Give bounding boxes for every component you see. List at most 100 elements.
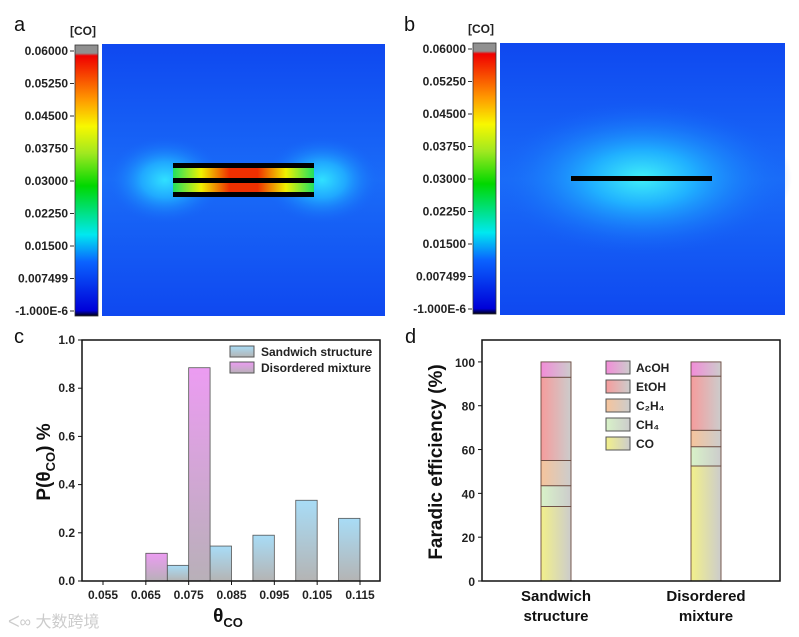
x-tick-label: 0.095 (259, 588, 289, 602)
legend-swatch (605, 398, 631, 413)
panel-a: a [CO] 0.06000 0.05250 0.04500 0.03750 0.030… (14, 14, 385, 318)
legend-label: Sandwich structure (261, 345, 373, 359)
x-tick-label: 0.115 (345, 588, 375, 602)
bar-sandwich-structure (338, 517, 361, 582)
histogram-plot: 0.0 0.2 0.4 0.6 0.8 1.0 0.055 0.065 0.075 0.085 0.… (58, 333, 381, 602)
bar-disordered-mixture (188, 367, 211, 582)
x-tick-label: 0.075 (174, 588, 204, 602)
y-axis-label: Faradic efficiency (%) (426, 364, 447, 559)
stacked-bar-plot: Sandwich structure Disordered mixture 0 20 40 6… (455, 339, 781, 625)
plot-frame (481, 339, 781, 582)
legend-label: CH₄ (636, 418, 659, 432)
bar-segment-co (540, 506, 572, 582)
legend-label: EtOH (636, 380, 666, 394)
field-glow-left (105, 135, 225, 225)
y-tick-label: 60 (462, 444, 476, 458)
colorbar-tick-label: 0.04500 (25, 109, 69, 123)
bar-sandwich-structure (209, 545, 232, 582)
colorbar-tick-label: 0.02250 (423, 205, 467, 219)
plot-frame (81, 339, 381, 582)
x-tick-label: 0.055 (88, 588, 118, 602)
y-tick-label: 0.2 (58, 526, 75, 540)
y-tick-label: 100 (455, 356, 475, 370)
bar-segment-acoh (540, 361, 572, 378)
category-label: Sandwich (521, 588, 591, 605)
colorbar-label: [CO] (468, 22, 494, 36)
y-axis-label: P(θCO) % (34, 423, 58, 500)
colorbar (74, 44, 99, 317)
legend-label: Disordered mixture (261, 361, 371, 375)
bar-segment-etoh (690, 375, 722, 431)
colorbar-ticks: 0.06000 0.05250 0.04500 0.03750 0.03000 0.022… (15, 44, 74, 318)
y-tick-label: 0.0 (58, 574, 75, 588)
colorbar-tick-label: 0.06000 (25, 44, 69, 58)
category-label: Disordered (666, 588, 745, 605)
colorbar-tick-label: 0.05250 (25, 77, 69, 91)
legend-swatch (605, 360, 631, 375)
colorbar-tick-label: -1.000E-6 (15, 304, 68, 318)
bar-segment-c₂h₄ (690, 429, 722, 448)
colorbar-tick-label: 0.04500 (423, 107, 467, 121)
colorbar-tick-label: 0.02250 (25, 207, 69, 221)
watermark: ᐸ∞ 大数跨境 (8, 612, 100, 631)
y-tick-label: 40 (462, 487, 476, 501)
bar-segment-acoh (690, 361, 722, 377)
colorbar-tick-label: 0.05250 (423, 75, 467, 89)
bar-segment-co (690, 465, 722, 582)
bar-sandwich-structure (252, 534, 275, 582)
colorbar-tick-label: 0.007499 (416, 270, 466, 284)
colorbar-tick-label: 0.03750 (25, 142, 69, 156)
colorbar-tick-label: 0.03750 (423, 140, 467, 154)
colorbar-tick-label: 0.06000 (423, 42, 467, 56)
y-tick-label: 0 (468, 575, 475, 589)
bar-sandwich-structure (166, 564, 190, 582)
category-label: structure (523, 608, 588, 625)
panel-label-d: d (405, 326, 416, 348)
colorbar-tick-label: 0.01500 (25, 239, 69, 253)
x-tick-label: 0.085 (216, 588, 246, 602)
y-tick-label: 0.4 (58, 478, 75, 492)
x-tick-label: 0.065 (131, 588, 161, 602)
layer-top (173, 163, 314, 168)
legend-label: C₂H₄ (636, 399, 665, 413)
y-tick-label: 0.8 (58, 381, 75, 395)
layer-middle (173, 178, 314, 183)
legend-swatch (605, 379, 631, 394)
legend-swatch (605, 436, 631, 451)
colorbar-label: [CO] (70, 24, 96, 38)
colorbar-tick-label: 0.007499 (18, 272, 68, 286)
panel-label-a: a (14, 14, 26, 36)
panel-label-b: b (404, 14, 415, 36)
colorbar-tick-label: 0.03000 (423, 172, 467, 186)
layer-single (571, 176, 712, 181)
colorbar-tick-label: 0.03000 (25, 174, 69, 188)
y-tick-label: 80 (462, 400, 476, 414)
legend-label: CO (636, 437, 654, 451)
bar-segment-etoh (540, 376, 572, 461)
bar-sandwich-structure (295, 499, 318, 582)
category-label: mixture (679, 608, 733, 625)
legend-label: AcOH (636, 361, 669, 375)
legend-swatch (605, 417, 631, 432)
field-glow-right (262, 135, 382, 225)
x-tick-label: 0.105 (302, 588, 332, 602)
panel-b: b [CO] 0.06000 0.05250 0.04500 0.03750 0.030… (404, 14, 792, 316)
bar-disordered-mixture (145, 552, 168, 582)
colorbar-tick-label: -1.000E-6 (413, 302, 466, 316)
panel-d: d Sandwich structure Disordered mixture 0 20 4… (405, 326, 781, 625)
bar-segment-ch₄ (540, 485, 572, 507)
y-tick-label: 0.6 (58, 429, 75, 443)
panel-label-c: c (14, 326, 24, 348)
y-tick-label: 20 (462, 531, 476, 545)
y-tick-label: 1.0 (58, 333, 75, 347)
x-axis-label: θCO (213, 606, 243, 630)
colorbar-tick-label: 0.01500 (423, 237, 467, 251)
bar-segment-c₂h₄ (540, 460, 572, 487)
colorbar-ticks: 0.06000 0.05250 0.04500 0.03750 0.03000 0.022… (413, 42, 472, 316)
legend-swatch (229, 345, 255, 358)
panel-c: c 0.0 0.2 0.4 0.6 0.8 1.0 0.055 0.065 0.075 0.085… (14, 326, 381, 630)
legend-swatch (229, 361, 255, 374)
bar-segment-ch₄ (690, 446, 722, 467)
layer-bottom (173, 192, 314, 197)
